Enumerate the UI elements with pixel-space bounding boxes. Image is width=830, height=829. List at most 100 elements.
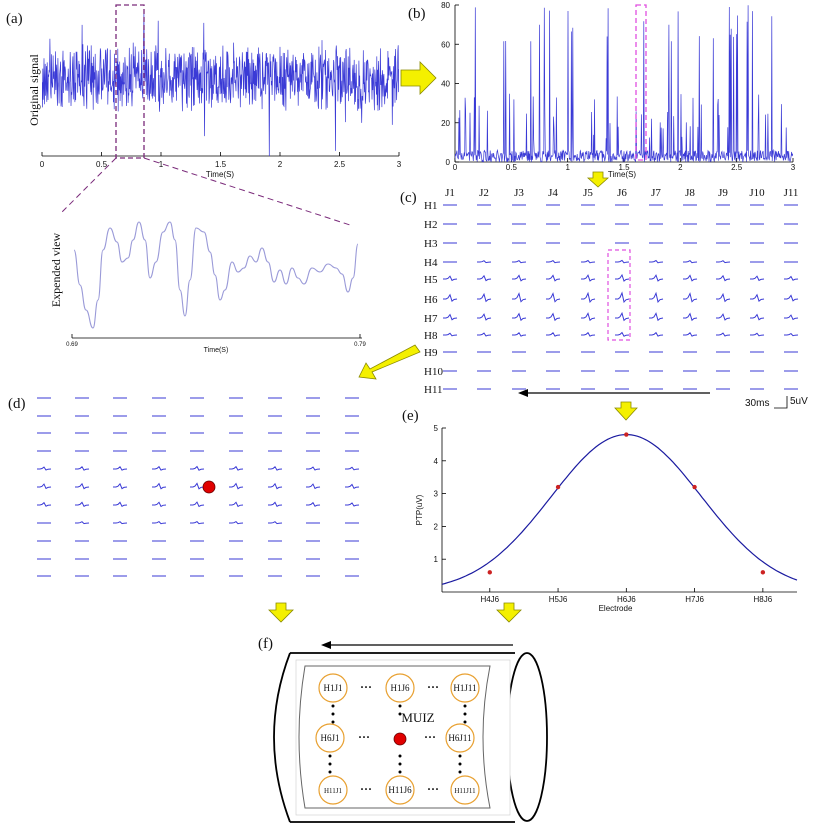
waveform-c bbox=[512, 332, 527, 337]
waveform-d bbox=[113, 521, 128, 525]
waveform-c bbox=[750, 275, 765, 282]
zoom-xlabel: Time(S) bbox=[204, 347, 229, 354]
panel-b-ytick-label: 0 bbox=[446, 158, 451, 167]
panel-a-xtick-label: 2 bbox=[278, 160, 283, 169]
node-label-bl: H11J1 bbox=[324, 787, 343, 795]
ptp-ytick-label: 3 bbox=[434, 490, 439, 499]
panel-a-plot: 0 0.5 1 1.5 2 2.5 3 bbox=[40, 4, 402, 169]
electrode-node-tm: H1J6 bbox=[385, 673, 415, 703]
vertical-dot bbox=[328, 770, 332, 774]
vertical-dot bbox=[328, 762, 332, 766]
waveform-d bbox=[113, 482, 128, 490]
direction-arrowhead-c bbox=[518, 389, 528, 397]
panel-a-ylabel: Original signal bbox=[27, 54, 41, 126]
panel-b-label: (b) bbox=[408, 6, 426, 22]
waveform-d bbox=[75, 521, 90, 525]
dots-mid-left: ··· bbox=[358, 730, 370, 744]
row-label-H10: H10 bbox=[424, 366, 443, 378]
waveform-d bbox=[306, 483, 321, 490]
node-circle bbox=[385, 673, 415, 703]
waveform-c bbox=[477, 332, 492, 337]
waveform-d bbox=[37, 466, 52, 471]
col-label-J2: J2 bbox=[479, 187, 489, 199]
panel-b-xtick-label: 1.5 bbox=[618, 163, 630, 172]
waveform-c bbox=[615, 291, 630, 304]
vertical-dot bbox=[463, 720, 467, 724]
panel-b-xlabel: Time(S) bbox=[608, 170, 636, 179]
waveform-c bbox=[716, 260, 731, 264]
row-label-H5: H5 bbox=[424, 274, 438, 286]
vertical-dot bbox=[331, 720, 335, 724]
arrow-a-to-b bbox=[400, 61, 437, 95]
row-label-H11: H11 bbox=[424, 384, 443, 396]
waveform-c bbox=[716, 332, 731, 337]
waveform-d bbox=[152, 501, 167, 508]
original-signal-trace bbox=[42, 13, 399, 156]
waveform-d bbox=[75, 466, 90, 471]
vertical-dot bbox=[398, 762, 402, 766]
row-label-H6: H6 bbox=[424, 294, 438, 306]
ptp-point-H5J6 bbox=[555, 484, 561, 490]
waveform-d bbox=[306, 466, 321, 471]
col-label-J5: J5 bbox=[583, 187, 593, 199]
waveform-d bbox=[229, 520, 244, 525]
panel-f-label: (f) bbox=[258, 636, 273, 652]
zoom-xtick-start: 0.69 bbox=[66, 342, 78, 348]
scale-amp-label: 5uV bbox=[790, 396, 808, 407]
waveform-c bbox=[443, 332, 458, 337]
waveform-d bbox=[345, 466, 360, 471]
ptp-ytick-label: 5 bbox=[434, 424, 439, 433]
node-label-br: H11J11 bbox=[454, 787, 476, 795]
waveform-c bbox=[784, 332, 799, 337]
node-label-tr: H1J11 bbox=[453, 683, 476, 693]
arrow-e-to-f bbox=[496, 602, 522, 623]
waveform-c bbox=[683, 312, 698, 322]
direction-arrowhead-f bbox=[321, 641, 331, 649]
panel-b-ticks: 0 0.5 1 1.5 2 2.5 3 0 20 40 60 80 bbox=[441, 1, 796, 172]
waveform-c bbox=[649, 274, 664, 282]
arrow-b-to-c bbox=[586, 171, 610, 188]
node-label-ml: H6J1 bbox=[320, 733, 339, 743]
waveform-c bbox=[581, 291, 596, 303]
waveform-c bbox=[649, 331, 664, 337]
col-label-J9: J9 bbox=[718, 187, 728, 199]
vertical-dots bbox=[328, 704, 467, 774]
waveform-c bbox=[581, 274, 596, 282]
waveform-c bbox=[581, 312, 596, 322]
waveform-c bbox=[750, 332, 765, 337]
waveform-c bbox=[615, 273, 630, 282]
waveform-c bbox=[512, 292, 527, 303]
flow-arrows bbox=[268, 61, 638, 623]
panel-c-label: (c) bbox=[400, 190, 417, 206]
col-label-J10: J10 bbox=[749, 187, 765, 199]
scale-bar bbox=[774, 396, 788, 409]
col-label-J7: J7 bbox=[651, 187, 661, 199]
panel-a-xtick-label: 2.5 bbox=[334, 160, 346, 169]
node-label-bm: H11J6 bbox=[388, 785, 412, 795]
ptp-xtick-label: H7J6 bbox=[685, 595, 704, 604]
ptp-point-H6J6 bbox=[624, 432, 629, 437]
waveform-c bbox=[750, 293, 765, 302]
dots-bot-left: ··· bbox=[360, 782, 372, 796]
cylinder-left-arc bbox=[273, 652, 291, 823]
row-label-H4: H4 bbox=[424, 257, 438, 269]
node-circle bbox=[315, 723, 345, 753]
expanded-signal-trace bbox=[73, 221, 359, 329]
node-label-tl: H1J1 bbox=[323, 683, 342, 693]
electrode-grid-d bbox=[37, 397, 360, 577]
electrode-node-bm: H11J6 bbox=[385, 775, 415, 805]
waveform-c bbox=[546, 312, 561, 322]
col-label-J6: J6 bbox=[617, 187, 627, 199]
waveform-d bbox=[306, 501, 321, 507]
col-label-J3: J3 bbox=[514, 187, 524, 199]
spike-selection-box bbox=[635, 4, 647, 161]
arrow-c-to-d bbox=[358, 344, 421, 380]
electrode-node-mr: H6J11 bbox=[445, 723, 475, 753]
cylinder-end-face bbox=[506, 652, 548, 822]
dots-top-right: ··· bbox=[427, 680, 439, 694]
electrode-node-tl: H1J1 bbox=[318, 673, 348, 703]
panel-e-label: (e) bbox=[402, 408, 419, 424]
waveform-d bbox=[75, 482, 90, 490]
panel-b-ytick-label: 60 bbox=[441, 40, 450, 49]
